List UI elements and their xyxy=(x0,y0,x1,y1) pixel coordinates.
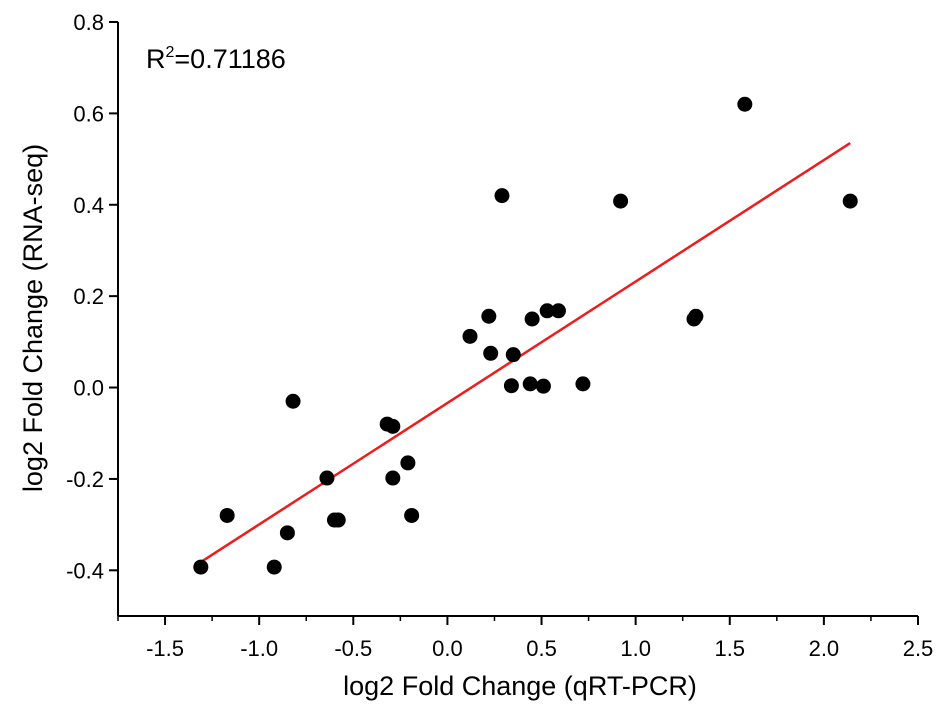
x-axis-ticks: -1.5 -1.0 -0.5 0.0 0.5 1.0 1.5 2.0 2.5 xyxy=(117,616,934,661)
data-point xyxy=(535,378,551,394)
r-squared-prefix: R xyxy=(146,44,166,74)
x-tick-label: -0.5 xyxy=(334,636,372,661)
x-tick-label: 0.0 xyxy=(432,636,463,661)
x-tick-label: 0.5 xyxy=(526,636,557,661)
x-tick-label: -1.0 xyxy=(240,636,278,661)
data-point xyxy=(285,393,301,409)
data-point xyxy=(688,308,704,324)
data-point xyxy=(575,376,591,392)
r-squared-superscript: 2 xyxy=(166,44,175,61)
x-tick-label: 2.5 xyxy=(903,636,934,661)
data-point xyxy=(494,188,510,204)
data-point xyxy=(613,193,629,209)
data-point xyxy=(330,512,346,528)
data-point xyxy=(524,311,540,327)
data-point xyxy=(400,455,416,471)
data-points xyxy=(193,96,858,575)
x-tick-label: -1.5 xyxy=(146,636,184,661)
data-point xyxy=(505,347,521,363)
data-point xyxy=(539,303,555,319)
x-tick-label: 2.0 xyxy=(809,636,840,661)
data-point xyxy=(503,378,519,394)
y-tick-label: 0.0 xyxy=(73,376,104,401)
r-squared-annotation: R2=0.71186 xyxy=(146,44,286,74)
data-point xyxy=(385,418,401,434)
regression-line xyxy=(200,142,851,564)
y-axis-ticks: -0.4 -0.2 0.0 0.2 0.4 0.6 0.8 xyxy=(66,10,118,583)
data-point xyxy=(481,308,497,324)
y-tick-label: 0.8 xyxy=(73,10,104,35)
y-tick-label: 0.2 xyxy=(73,284,104,309)
y-tick-label: -0.4 xyxy=(66,558,104,583)
y-tick-label: -0.2 xyxy=(66,467,104,492)
y-tick-label: 0.6 xyxy=(73,101,104,126)
x-axis-title: log2 Fold Change (qRT-PCR) xyxy=(343,671,697,701)
data-point xyxy=(550,303,566,319)
data-point xyxy=(842,193,858,209)
data-point xyxy=(266,559,282,575)
data-point xyxy=(404,507,420,523)
data-point xyxy=(219,507,235,523)
regression-line-layer xyxy=(200,142,851,564)
data-point xyxy=(279,525,295,541)
data-point xyxy=(483,345,499,361)
x-tick-label: 1.0 xyxy=(620,636,651,661)
data-point xyxy=(319,470,335,486)
data-point xyxy=(737,96,753,112)
data-point xyxy=(522,376,538,392)
y-tick-label: 0.4 xyxy=(73,193,104,218)
y-axis-title: log2 Fold Change (RNA-seq) xyxy=(18,144,48,492)
data-point xyxy=(193,559,209,575)
r-squared-value: =0.71186 xyxy=(174,44,285,74)
x-tick-label: 1.5 xyxy=(714,636,745,661)
data-point xyxy=(385,470,401,486)
data-point xyxy=(462,328,478,344)
